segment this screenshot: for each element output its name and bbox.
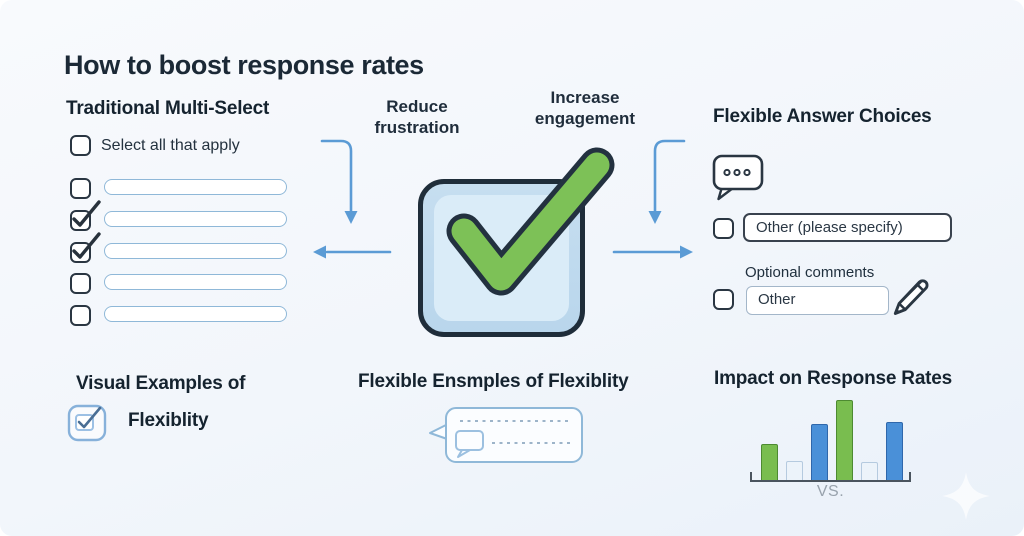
checkbox-unchecked[interactable]	[713, 289, 734, 310]
choice-row	[70, 273, 300, 297]
checkbox-check-icon	[67, 404, 107, 442]
checkbox-checked[interactable]	[70, 242, 91, 263]
choice-row	[70, 232, 300, 266]
answer-text-field[interactable]	[104, 274, 287, 290]
answer-text-field[interactable]	[104, 243, 287, 259]
big-checkbox-inner	[434, 195, 569, 321]
choice-row	[70, 200, 300, 234]
other-specify-input[interactable]: Other (please specify)	[743, 213, 952, 242]
left-panel-header: Traditional Multi-Select	[66, 98, 270, 119]
sparkle-watermark-icon	[942, 472, 990, 520]
bottom-center-header: Flexible Ensmples of Flexiblity	[358, 371, 629, 392]
bottom-left-header-line1: Visual Examples of	[76, 373, 246, 394]
bottom-left-header-line2: Flexiblity	[128, 410, 209, 431]
optional-comments-label: Optional comments	[745, 264, 875, 281]
benefit-increase-engagement: Increase engagement	[534, 88, 636, 129]
big-checkbox[interactable]	[418, 179, 585, 337]
answer-text-field[interactable]	[104, 211, 287, 227]
answer-text-field[interactable]	[104, 179, 287, 195]
choice-row	[70, 305, 300, 329]
checkbox-checked[interactable]	[70, 210, 91, 231]
vs-label: VS.	[816, 483, 845, 500]
arrow-icon	[653, 139, 686, 213]
checkbox-unchecked[interactable]	[70, 178, 91, 199]
impact-header: Impact on Response Rates	[714, 368, 953, 389]
other-input[interactable]: Other	[746, 286, 889, 315]
checkbox-unchecked[interactable]	[713, 218, 734, 239]
impact-bar-chart	[750, 391, 911, 481]
benefit-reduce-frustration: Reduce frustration	[374, 97, 460, 138]
chart-baseline-bracket	[750, 472, 911, 482]
chart-bar	[836, 400, 853, 481]
select-all-row: Select all that apply	[70, 135, 310, 159]
checkbox-unchecked[interactable]	[70, 273, 91, 294]
arrow-icon	[320, 139, 353, 213]
checkbox-unchecked[interactable]	[70, 135, 91, 156]
answer-text-field[interactable]	[104, 306, 287, 322]
page-title: How to boost response rates	[64, 50, 424, 80]
right-panel-header: Flexible Answer Choices	[713, 106, 932, 127]
pencil-icon[interactable]	[888, 274, 934, 320]
speech-bubble-icon	[712, 154, 764, 201]
select-all-label: Select all that apply	[101, 137, 240, 154]
comment-bubble-illustration	[429, 407, 583, 463]
choice-row	[70, 178, 300, 202]
checkbox-unchecked[interactable]	[70, 305, 91, 326]
